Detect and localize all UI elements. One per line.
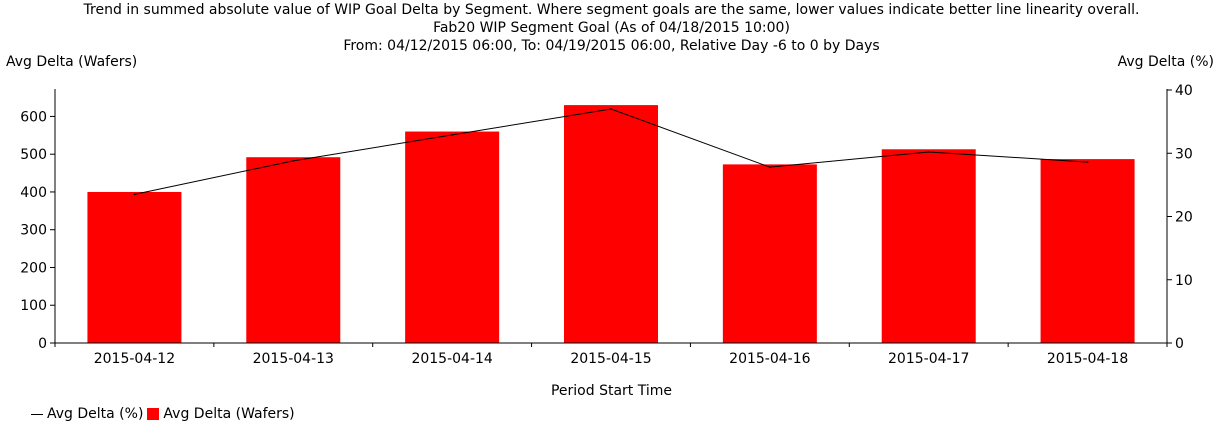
legend: Avg Delta (%) Avg Delta (Wafers) <box>31 406 299 422</box>
bar-2015-04-12 <box>87 191 182 343</box>
y-axis-right-title: Avg Delta (%) <box>1117 54 1214 70</box>
y-tick-label-right: 20 <box>1175 210 1193 226</box>
y-axis-left-title: Avg Delta (Wafers) <box>6 54 138 70</box>
x-axis-title: Period Start Time <box>550 383 673 399</box>
x-tick-label: 2015-04-12 <box>94 351 175 367</box>
y-tick-label-left: 300 <box>20 223 47 239</box>
chart-subtitle: Fab20 WIP Segment Goal (As of 04/18/2015… <box>433 20 790 36</box>
legend-line-swatch <box>31 413 43 415</box>
legend-bar-swatch <box>147 408 160 420</box>
bar-2015-04-18 <box>1040 159 1135 343</box>
y-tick-label-left: 100 <box>20 298 47 314</box>
y-tick-label-right: 30 <box>1175 146 1193 162</box>
legend-item-bar[interactable]: Avg Delta (Wafers) <box>147 406 295 422</box>
legend-label-wafers: Avg Delta (Wafers) <box>163 406 295 422</box>
x-tick-label: 2015-04-18 <box>1047 351 1128 367</box>
legend-item-line[interactable]: Avg Delta (%) <box>31 406 143 422</box>
bar-2015-04-15 <box>564 105 658 343</box>
x-tick-label: 2015-04-16 <box>729 351 810 367</box>
x-tick-label: 2015-04-13 <box>253 351 334 367</box>
line-point-2015-04-18 <box>1086 161 1089 163</box>
x-tick-label: 2015-04-14 <box>411 351 492 367</box>
bar-2015-04-13 <box>246 157 341 343</box>
y-tick-label-right: 0 <box>1175 336 1184 352</box>
line-point-2015-04-17 <box>927 151 930 153</box>
y-tick-label-left: 0 <box>38 336 47 352</box>
bar-2015-04-17 <box>881 149 976 343</box>
legend-label-percent: Avg Delta (%) <box>47 406 144 422</box>
y-tick-label-left: 600 <box>20 109 47 125</box>
line-point-2015-04-12 <box>133 193 136 196</box>
y-tick-label-right: 10 <box>1175 273 1193 289</box>
x-tick-label: 2015-04-17 <box>888 351 969 367</box>
line-point-2015-04-13 <box>292 160 295 162</box>
bar-2015-04-16 <box>722 164 817 343</box>
y-tick-label-right: 40 <box>1175 83 1193 99</box>
y-tick-label-left: 500 <box>20 147 47 163</box>
y-tick-label-left: 400 <box>20 185 47 201</box>
bar-2015-04-14 <box>405 131 500 343</box>
x-tick-label: 2015-04-15 <box>570 351 651 367</box>
chart-date-range: From: 04/12/2015 06:00, To: 04/19/2015 0… <box>343 38 880 54</box>
line-point-2015-04-15 <box>610 108 612 110</box>
line-point-2015-04-14 <box>451 134 453 136</box>
chart-title: Trend in summed absolute value of WIP Go… <box>83 2 1140 18</box>
line-point-2015-04-16 <box>769 166 771 168</box>
y-tick-label-left: 200 <box>20 260 47 276</box>
